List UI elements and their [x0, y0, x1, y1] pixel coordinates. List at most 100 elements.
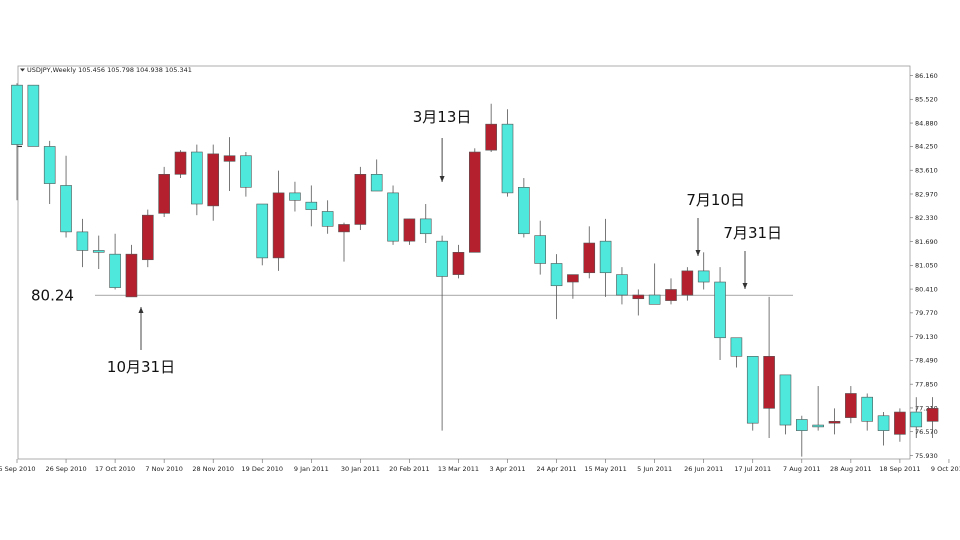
candle	[76, 218, 89, 268]
candle	[910, 397, 923, 439]
candle	[403, 218, 416, 245]
candle	[191, 144, 203, 216]
candle-body	[125, 253, 138, 298]
candle	[697, 252, 710, 290]
candle-body	[109, 253, 121, 288]
candle-body	[305, 201, 318, 210]
y-tick-label: 80.410	[915, 285, 938, 293]
candle-body	[550, 263, 563, 287]
candle	[109, 233, 121, 290]
candle-body	[419, 218, 432, 235]
candle-body	[518, 187, 530, 235]
x-tick-label: 20 Feb 2011	[389, 465, 429, 473]
y-tick-label: 76.570	[915, 428, 938, 436]
annotations: 3月13日 10月31日 7月10日 7月31日	[107, 108, 782, 376]
candle	[746, 356, 759, 431]
candle-body	[795, 419, 808, 431]
y-axis: 86.160 85.520 84.880 84.250 83.610 82.970 82.3…	[910, 72, 938, 460]
candle-body	[730, 337, 743, 357]
y-tick-label: 79.130	[915, 333, 938, 341]
candle-body	[812, 424, 824, 428]
candle-body	[27, 84, 40, 147]
candle	[812, 386, 824, 431]
header-dropdown-icon[interactable]	[20, 68, 25, 72]
x-tick-label: 5 Jun 2011	[637, 465, 672, 473]
annotation-label: 3月13日	[413, 108, 472, 126]
candle-body	[877, 415, 890, 431]
candle	[92, 235, 105, 270]
candle-body	[92, 250, 105, 253]
annotation: 3月13日	[413, 108, 472, 182]
y-tick-label: 77.210	[915, 404, 938, 412]
candle	[632, 289, 645, 316]
candle	[27, 84, 40, 147]
y-tick-label: 82.970	[915, 190, 938, 198]
candle	[338, 222, 350, 262]
candle	[550, 254, 563, 320]
x-tick-label: 19 Dec 2010	[241, 465, 283, 473]
candle-body	[746, 356, 759, 424]
candle	[240, 152, 252, 197]
candle	[845, 386, 857, 424]
candle-body	[616, 274, 628, 296]
candle	[289, 181, 301, 212]
candle	[354, 166, 367, 231]
candle	[43, 140, 56, 205]
candle-body	[191, 151, 203, 205]
candle	[616, 267, 628, 305]
x-tick-label: 24 Apr 2011	[536, 465, 576, 473]
y-tick-label: 86.160	[915, 72, 938, 80]
candle-body	[174, 151, 187, 175]
candle-body	[272, 192, 285, 259]
x-tick-label: 3 Apr 2011	[489, 465, 525, 473]
candle	[11, 83, 23, 201]
candle	[436, 235, 448, 431]
x-tick-label: 13 Mar 2011	[438, 465, 479, 473]
candle	[926, 397, 939, 439]
candle-body	[861, 396, 874, 422]
candle	[207, 144, 219, 221]
annotation-arrow-head	[439, 176, 445, 182]
candle	[370, 159, 383, 192]
candle	[223, 137, 236, 192]
candle	[387, 185, 399, 245]
annotation-arrow-head	[138, 307, 144, 313]
candle-body	[207, 153, 219, 207]
candle-body	[845, 393, 857, 418]
candle-body	[142, 214, 154, 261]
candle-body	[338, 224, 350, 233]
candle	[567, 274, 579, 299]
annotation-label: 7月31日	[723, 224, 782, 242]
y-tick-label: 84.880	[915, 119, 938, 127]
y-tick-label: 81.690	[915, 238, 938, 246]
annotation-label: 7月10日	[686, 191, 745, 209]
candle-body	[289, 192, 301, 201]
candle	[501, 109, 514, 197]
candle-body	[599, 240, 612, 274]
candle-body	[501, 123, 514, 194]
candle	[452, 244, 465, 279]
annotation-label: 10月31日	[107, 358, 175, 376]
candle-body	[714, 281, 726, 339]
candle	[174, 150, 187, 179]
candle	[861, 393, 874, 431]
y-tick-label: 78.490	[915, 357, 938, 365]
annotation: 10月31日	[107, 307, 175, 376]
x-tick-label: 9 Jan 2011	[294, 465, 329, 473]
candle-body	[534, 235, 547, 264]
candle-body	[583, 242, 596, 274]
candle	[158, 166, 170, 218]
x-tick-label: 7 Nov 2010	[145, 465, 183, 473]
chart-header: USDJPY,Weekly 105.456 105.798 104.938 10…	[27, 66, 192, 74]
annotation: 7月31日	[723, 224, 782, 289]
x-tick-label: 9 Oct 2011	[931, 465, 960, 473]
candle	[256, 203, 269, 266]
candle-body	[370, 174, 383, 192]
candle-body	[60, 185, 72, 233]
candle-body	[910, 411, 923, 428]
candles	[11, 83, 939, 457]
candle	[763, 296, 775, 439]
candle-body	[387, 192, 399, 242]
annotation-arrow-head	[742, 283, 748, 289]
